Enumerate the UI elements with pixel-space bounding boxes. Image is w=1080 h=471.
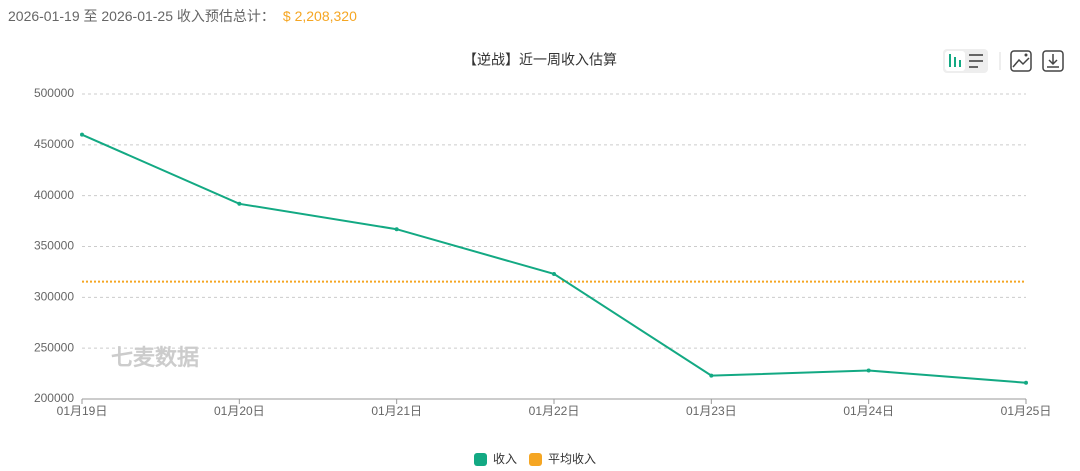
y-tick-label: 400000 — [34, 188, 74, 202]
x-tick-label: 01月19日 — [57, 404, 108, 418]
point — [866, 368, 871, 373]
y-tick-label: 350000 — [34, 239, 74, 253]
summary-range: 2026-01-19 至 2026-01-25 收入预估总计： — [8, 8, 275, 24]
line — [81, 133, 1027, 384]
y-tick-label: 200000 — [34, 391, 74, 405]
point — [709, 373, 714, 378]
x-tick-label: 01月20日 — [214, 404, 265, 418]
y-tick-label: 300000 — [34, 290, 74, 304]
y-tick-label: 250000 — [34, 340, 74, 354]
legend-swatch — [529, 453, 542, 466]
y-tick-label: 450000 — [34, 137, 74, 151]
point — [394, 227, 399, 232]
chart-type-toggle[interactable] — [943, 49, 988, 73]
point — [237, 201, 242, 206]
point — [1024, 380, 1028, 385]
chart-title: 【逆战】近一周收入估算 — [463, 52, 617, 68]
watermark: 七麦数据 — [111, 345, 199, 370]
x-tick-label: 01月25日 — [1001, 404, 1052, 418]
x-tick-label: 01月23日 — [686, 404, 737, 418]
x-tick-label: 01月22日 — [529, 404, 580, 418]
x-tick-label: 01月21日 — [371, 404, 422, 418]
legend-label: 收入 — [493, 452, 517, 466]
save-image-button[interactable] — [1010, 50, 1032, 72]
x-tick-label: 01月24日 — [843, 404, 894, 418]
summary: 2026-01-19 至 2026-01-25 收入预估总计： $ 2,208,3… — [8, 6, 357, 26]
point — [552, 271, 556, 276]
point — [80, 132, 84, 137]
summary-total: $ 2,208,320 — [282, 8, 357, 24]
legend-label: 平均收入 — [548, 452, 596, 466]
legend-swatch — [474, 453, 487, 466]
y-tick-label: 500000 — [34, 86, 74, 100]
download-button[interactable] — [1042, 50, 1064, 72]
